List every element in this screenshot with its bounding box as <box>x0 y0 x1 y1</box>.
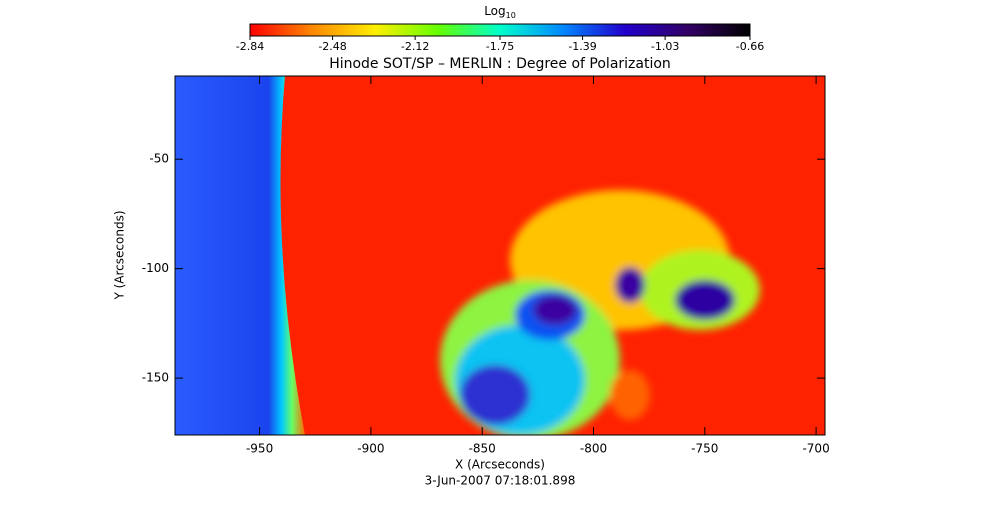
chart-title: Hinode SOT/SP – MERLIN : Degree of Polar… <box>329 56 671 72</box>
colorbar-label-text: Log <box>484 4 505 18</box>
colorbar-tick-label: -1.03 <box>651 40 679 53</box>
x-tick-label: -700 <box>802 442 829 456</box>
y-axis-label: Y (Arcseconds) <box>113 210 127 300</box>
y-tick-label: -150 <box>142 371 169 385</box>
x-tick-label: -800 <box>580 442 607 456</box>
colorbar-tick-label: -1.75 <box>486 40 514 53</box>
footnote: 3-Jun-2007 07:18:01.898 <box>425 474 576 488</box>
x-axis-label: X (Arcseconds) <box>455 458 545 472</box>
y-tick-label: -100 <box>142 261 169 275</box>
colorbar-tick-label: -2.84 <box>236 40 264 53</box>
x-tick-label: -950 <box>246 442 273 456</box>
y-tick-label: -50 <box>149 152 169 166</box>
colorbar-tick-label: -2.48 <box>318 40 346 53</box>
heatmap-image <box>175 76 825 435</box>
colorbar <box>249 23 751 37</box>
colorbar-label: Log10 <box>484 4 516 20</box>
colorbar-label-subscript: 10 <box>506 11 516 20</box>
plot-frame <box>174 75 826 436</box>
x-tick-label: -750 <box>691 442 718 456</box>
colorbar-tick-label: -2.12 <box>401 40 429 53</box>
x-tick-label: -900 <box>357 442 384 456</box>
colorbar-tick-label: -0.66 <box>736 40 764 53</box>
colorbar-tick-label: -1.39 <box>568 40 596 53</box>
x-tick-label: -850 <box>469 442 496 456</box>
